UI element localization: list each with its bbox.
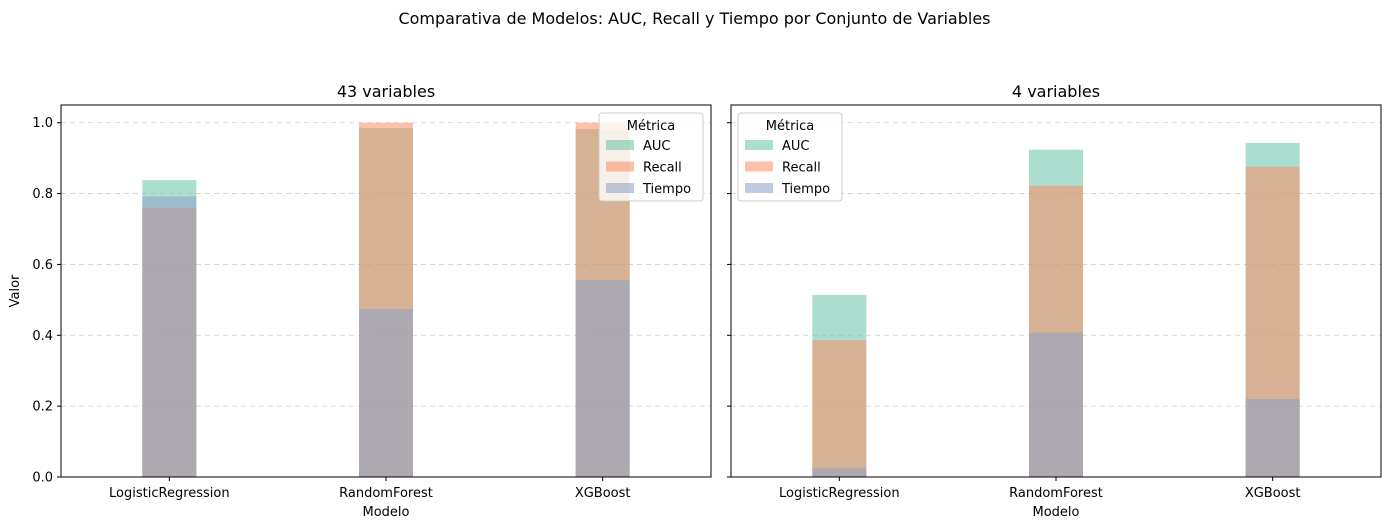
x-tick-label: LogisticRegression: [109, 486, 230, 501]
legend-label-tiempo: Tiempo: [781, 182, 830, 197]
legend-box: [737, 112, 843, 202]
x-axis-label: Modelo: [1033, 505, 1080, 520]
legend-swatch-auc: [606, 140, 634, 150]
legend-label-tiempo: Tiempo: [642, 182, 691, 197]
legend-title: Métrica: [627, 119, 675, 134]
legend-label-auc: AUC: [782, 139, 810, 154]
panel-title: 43 variables: [337, 82, 435, 101]
legend: Métrica AUC Recall Tiempo: [737, 112, 843, 202]
bar-tiempo-xgboost: [1245, 399, 1300, 477]
bar-tiempo-randomforest: [359, 309, 413, 477]
legend-title: Métrica: [766, 119, 814, 134]
x-axis-label: Modelo: [363, 505, 410, 520]
legend-swatch-recall: [606, 161, 634, 172]
legend-label-recall: Recall: [643, 161, 682, 176]
legend-box: [598, 112, 704, 202]
x-tick-label: XGBoost: [1245, 486, 1301, 501]
y-tick-label: 0.4: [32, 329, 53, 344]
chart-title: Comparativa de Modelos: AUC, Recall y Ti…: [398, 9, 990, 28]
x-tick-label: XGBoost: [575, 486, 631, 501]
bar-tiempo-randomforest: [1029, 332, 1083, 477]
bar-tiempo-logisticregression: [812, 468, 867, 477]
x-tick-label: RandomForest: [1009, 486, 1103, 501]
legend-label-recall: Recall: [782, 161, 821, 176]
y-tick-label: 0.2: [32, 400, 53, 415]
x-tick-label: RandomForest: [339, 486, 433, 501]
bar-recall-logisticregression: [812, 340, 867, 477]
y-tick-label: 0.6: [32, 258, 53, 273]
y-tick-label: 0.8: [32, 187, 53, 202]
y-axis-label: Valor: [8, 274, 23, 307]
panel-title: 4 variables: [1012, 82, 1100, 101]
y-tick-label: 1.0: [32, 116, 53, 131]
legend-swatch-tiempo: [745, 183, 773, 193]
bar-tiempo-xgboost: [575, 280, 630, 477]
bar-tiempo-logisticregression: [142, 196, 197, 478]
x-tick-label: LogisticRegression: [779, 486, 900, 501]
legend-swatch-auc: [745, 140, 773, 150]
panel-1: 0.0 0.2 0.4 0.6 0.8 1.0 LogisticRegression Rand…: [8, 82, 712, 520]
panel-2: LogisticRegression RandomForest XGBoost 4 v…: [727, 82, 1382, 520]
legend-swatch-recall: [745, 161, 773, 172]
legend: Métrica AUC Recall Tiempo: [598, 112, 704, 202]
panels-layer: 0.0 0.2 0.4 0.6 0.8 1.0 LogisticRegression Rand…: [8, 82, 1382, 520]
legend-label-auc: AUC: [643, 139, 671, 154]
legend-swatch-tiempo: [606, 183, 634, 193]
y-tick-label: 0.0: [32, 471, 53, 486]
